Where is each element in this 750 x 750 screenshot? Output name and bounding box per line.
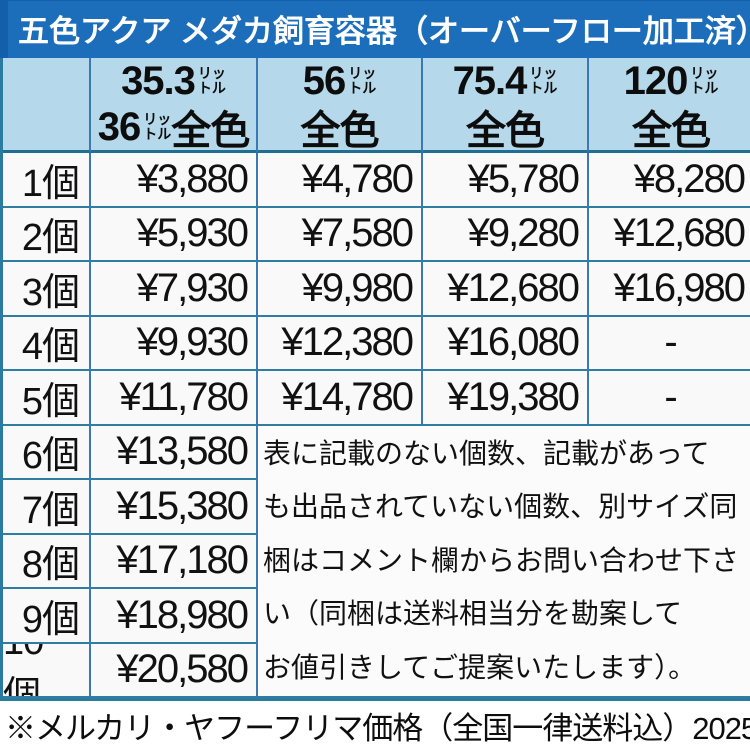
header-volume-line: 56 リッ トル: [303, 58, 377, 104]
quantity-cell: 9個: [3, 589, 91, 644]
header-col-75l: 75.4 リッ トル 全色: [423, 58, 589, 153]
note-line: お値引きしてご提案いたします）。: [263, 651, 697, 683]
note-line: も出品されていない個数、別サイズ同: [263, 491, 738, 522]
price-cell: ¥12,680: [589, 207, 750, 262]
volume-number: 75.4: [452, 58, 528, 103]
all-colors-label: 全色: [632, 109, 711, 153]
header-col-120l: 120 リッ トル 全色: [589, 58, 750, 153]
price-cell: ¥18,980: [91, 589, 258, 644]
footer-bar: ※メルカリ・ヤフーフリマ価格（全国一律送料込）2025/2～: [0, 701, 750, 750]
header-volume-line: 35.3 リッ トル: [121, 58, 226, 104]
header-empty-cell: [3, 58, 91, 153]
page-title: 五色アクア メダカ飼育容器（オーバーフロー加工済）: [8, 0, 750, 58]
price-cell: ¥4,780: [258, 153, 423, 208]
quantity-cell: 8個: [3, 534, 91, 589]
price-cell: ¥12,380: [258, 316, 423, 371]
price-cell: ¥15,380: [91, 480, 258, 535]
quantity-cell: 5個: [3, 371, 91, 426]
price-table: 35.3 リッ トル 36 リッ トル 全色 56 リッ トル: [0, 58, 750, 701]
liter-unit: リッ トル: [348, 64, 377, 96]
all-colors-label: 全色: [466, 109, 545, 153]
price-cell: ¥7,580: [258, 207, 423, 262]
header-color-line: 全色: [301, 104, 380, 150]
price-cell: ¥9,280: [423, 207, 589, 262]
note-cell: 表に記載のない個数、記載があって も出品されていない個数、別サイズ同 梱はコメン…: [258, 425, 750, 698]
price-cell: ¥19,380: [423, 371, 589, 426]
price-cell: ¥17,180: [91, 534, 258, 589]
header-volume-line: 75.4 リッ トル: [453, 58, 558, 104]
price-cell: ¥16,080: [423, 316, 589, 371]
volume-number: 36: [97, 104, 141, 149]
price-cell: ¥8,280: [589, 153, 750, 208]
all-colors-label: 全色: [300, 109, 380, 153]
price-cell: ¥9,930: [91, 316, 258, 371]
no-offer-cell: -: [589, 316, 750, 371]
header-col-56l: 56 リッ トル 全色: [258, 58, 423, 153]
price-cell: ¥11,780: [91, 371, 258, 426]
note-line: 梱はコメント欄からお問い合わせ下さ: [263, 544, 740, 576]
quantity-cell: 6個: [3, 425, 91, 480]
price-cell: ¥7,930: [91, 262, 258, 317]
header-color-line: 全色: [466, 104, 545, 150]
quantity-cell: 1個: [3, 153, 91, 208]
liter-unit: リッ トル: [197, 64, 226, 96]
quantity-cell: 10個: [3, 643, 91, 698]
footer-note: ※メルカリ・ヤフーフリマ価格（全国一律送料込）2025/2～: [5, 711, 750, 746]
price-cell: ¥14,780: [258, 371, 423, 426]
note-line: 表に記載のない個数、記載があって: [263, 437, 710, 469]
price-cell: ¥20,580: [91, 643, 258, 698]
price-cell: ¥13,580: [91, 425, 258, 480]
header-color-line: 全色: [632, 104, 711, 150]
price-cell: ¥16,980: [589, 262, 750, 317]
liter-unit: リッ トル: [529, 64, 558, 96]
price-cell: ¥5,780: [423, 153, 589, 208]
quantity-cell: 3個: [3, 262, 91, 317]
note-line: い（同梱は送料相当分を勘案して: [263, 598, 683, 629]
volume-number: 56: [302, 58, 346, 103]
liter-unit: リッ トル: [143, 110, 172, 142]
header-color-line: 36 リッ トル 全色: [97, 104, 251, 151]
price-cell: ¥5,930: [91, 207, 258, 262]
quantity-cell: 7個: [3, 480, 91, 535]
price-cell: ¥9,980: [258, 262, 423, 317]
no-offer-cell: -: [589, 371, 750, 426]
title-bar: 五色アクア メダカ飼育容器（オーバーフロー加工済）: [0, 0, 750, 58]
quantity-cell: 4個: [3, 316, 91, 371]
header-col-35l: 35.3 リッ トル 36 リッ トル 全色: [91, 58, 258, 153]
all-colors-label: 全色: [171, 109, 250, 153]
liter-unit: リッ トル: [690, 64, 719, 96]
volume-number: 120: [623, 58, 689, 103]
volume-number: 35.3: [121, 58, 196, 103]
price-cell: ¥12,680: [423, 262, 589, 317]
header-volume-line: 120 リッ トル: [624, 58, 719, 104]
price-cell: ¥3,880: [91, 153, 258, 208]
quantity-cell: 2個: [3, 207, 91, 262]
